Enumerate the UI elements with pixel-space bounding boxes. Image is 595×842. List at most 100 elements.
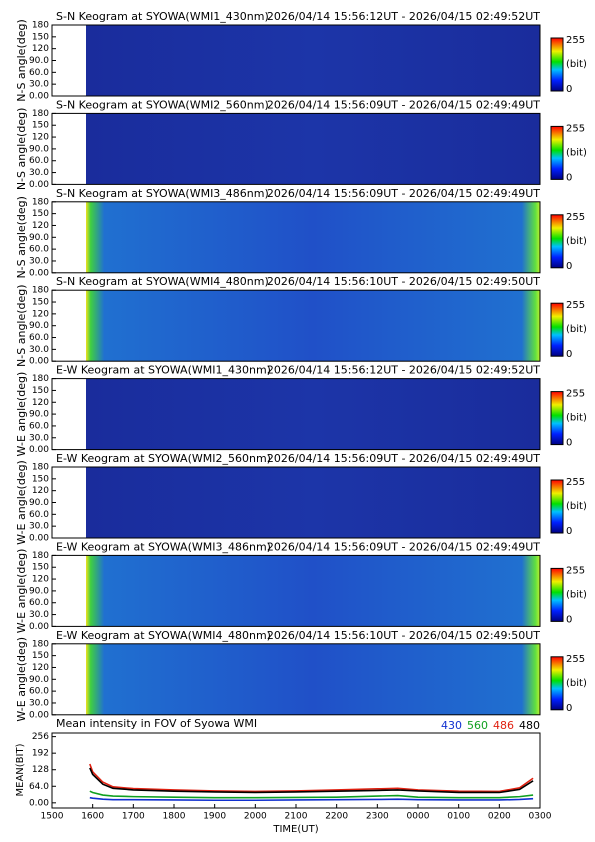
colorbar-unit: (bit) [566, 59, 587, 70]
y-tick-label: 0.00 [29, 357, 49, 367]
colorbar-unit: (bit) [566, 589, 587, 600]
y-tick-label: 60.0 [29, 156, 49, 166]
y-tick-label: 30.0 [29, 80, 49, 90]
y-tick-label: 90.0 [29, 144, 49, 154]
y-axis-label: W-E angle(deg) [15, 460, 28, 545]
x-tick-label: 1600 [81, 812, 104, 822]
y-tick-label: 150 [32, 474, 49, 484]
colorbar [550, 37, 564, 92]
panel-title: S-N Keogram at SYOWA(WMI3_486nm) [56, 187, 269, 200]
chart-title: Mean intensity in FOV of Syowa WMI [56, 717, 257, 730]
series-line [89, 767, 534, 794]
time-range: 2026/04/14 15:56:09UT - 2026/04/15 02:49… [267, 540, 540, 553]
y-tick-label: 180 [32, 109, 49, 119]
colorbar [550, 567, 564, 622]
legend-entry: 430 [441, 719, 462, 732]
colorbar-min: 0 [566, 349, 572, 360]
time-range: 2026/04/14 15:56:12UT - 2026/04/15 02:49… [267, 364, 540, 377]
colorbar-min: 0 [566, 526, 572, 537]
time-range: 2026/04/14 15:56:12UT - 2026/04/15 02:49… [267, 10, 540, 23]
y-tick-label: 150 [32, 121, 49, 131]
colorbar-min: 0 [566, 438, 572, 449]
legend-entry: 480 [519, 719, 540, 732]
time-range: 2026/04/14 15:56:09UT - 2026/04/15 02:49… [267, 98, 540, 111]
y-tick-label: 60.0 [29, 687, 49, 697]
y-tick-label: 150 [32, 651, 49, 661]
y-tick-label: 0.00 [29, 798, 49, 808]
colorbar [550, 656, 564, 711]
panel-title: S-N Keogram at SYOWA(WMI1_430nm) [56, 10, 269, 23]
colorbar-min: 0 [566, 703, 572, 714]
time-range: 2026/04/14 15:56:10UT - 2026/04/15 02:49… [267, 275, 540, 288]
colorbar-max: 255 [566, 35, 585, 46]
legend-entry: 486 [493, 719, 514, 732]
y-tick-label: 128 [32, 765, 49, 775]
y-tick-label: 150 [32, 386, 49, 396]
y-axis-label: W-E angle(deg) [15, 372, 28, 457]
colorbar-min: 0 [566, 614, 572, 625]
colorbar-max: 255 [566, 300, 585, 311]
panel-title: E-W Keogram at SYOWA(WMI4_480nm) [56, 629, 271, 642]
y-axis-label: N-S angle(deg) [15, 284, 28, 367]
series-line [89, 796, 534, 802]
colorbar [550, 302, 564, 357]
x-tick-label: 1700 [122, 812, 145, 822]
keogram-image [86, 113, 540, 185]
x-tick-label: 1500 [41, 812, 64, 822]
series-line [89, 790, 534, 799]
x-tick-label: 2200 [325, 812, 348, 822]
x-tick-label: 2300 [366, 812, 389, 822]
colorbar [550, 214, 564, 269]
colorbar-max: 255 [566, 654, 585, 665]
y-tick-label: 180 [32, 551, 49, 561]
colorbar-min: 0 [566, 84, 572, 95]
legend-entry: 560 [467, 719, 488, 732]
keogram-image [86, 643, 540, 715]
x-tick-label: 0100 [447, 812, 470, 822]
y-tick-label: 180 [32, 286, 49, 296]
y-tick-label: 120 [32, 44, 49, 54]
y-tick-label: 60.0 [29, 68, 49, 78]
y-tick-label: 30.0 [29, 256, 49, 266]
y-tick-label: 60.0 [29, 421, 49, 431]
colorbar-max: 255 [566, 565, 585, 576]
keogram-image [86, 290, 540, 362]
y-tick-label: 30.0 [29, 522, 49, 532]
y-axis-label: W-E angle(deg) [15, 637, 28, 722]
y-tick-label: 120 [32, 486, 49, 496]
y-tick-label: 0.00 [29, 710, 49, 720]
colorbar-unit: (bit) [566, 324, 587, 335]
y-tick-label: 192 [32, 749, 49, 759]
y-tick-label: 0.00 [29, 92, 49, 102]
y-tick-label: 90.0 [29, 56, 49, 66]
colorbar-unit: (bit) [566, 236, 587, 247]
colorbar-min: 0 [566, 172, 572, 183]
colorbar-max: 255 [566, 123, 585, 134]
y-tick-label: 180 [32, 463, 49, 473]
y-tick-label: 60.0 [29, 333, 49, 343]
y-tick-label: 150 [32, 32, 49, 42]
y-tick-label: 60.0 [29, 598, 49, 608]
y-tick-label: 256 [32, 732, 49, 742]
y-tick-label: 150 [32, 209, 49, 219]
keogram-image [86, 555, 540, 627]
y-tick-label: 150 [32, 563, 49, 573]
colorbar-unit: (bit) [566, 147, 587, 158]
y-tick-label: 0.00 [29, 534, 49, 544]
y-tick-label: 60.0 [29, 510, 49, 520]
y-tick-label: 180 [32, 374, 49, 384]
colorbar [550, 125, 564, 180]
x-tick-label: 0300 [529, 812, 552, 822]
keogram-image [86, 25, 540, 96]
y-tick-label: 120 [32, 309, 49, 319]
y-tick-label: 0.00 [29, 445, 49, 455]
keogram-image [86, 378, 540, 450]
time-range: 2026/04/14 15:56:09UT - 2026/04/15 02:49… [267, 187, 540, 200]
y-tick-label: 30.0 [29, 168, 49, 178]
panel-title: S-N Keogram at SYOWA(WMI4_480nm) [56, 275, 269, 288]
y-tick-label: 180 [32, 639, 49, 649]
y-axis-label: MEAN(BIT) [15, 743, 26, 796]
panel-title: S-N Keogram at SYOWA(WMI2_560nm) [56, 98, 269, 111]
x-tick-label: 1900 [203, 812, 226, 822]
